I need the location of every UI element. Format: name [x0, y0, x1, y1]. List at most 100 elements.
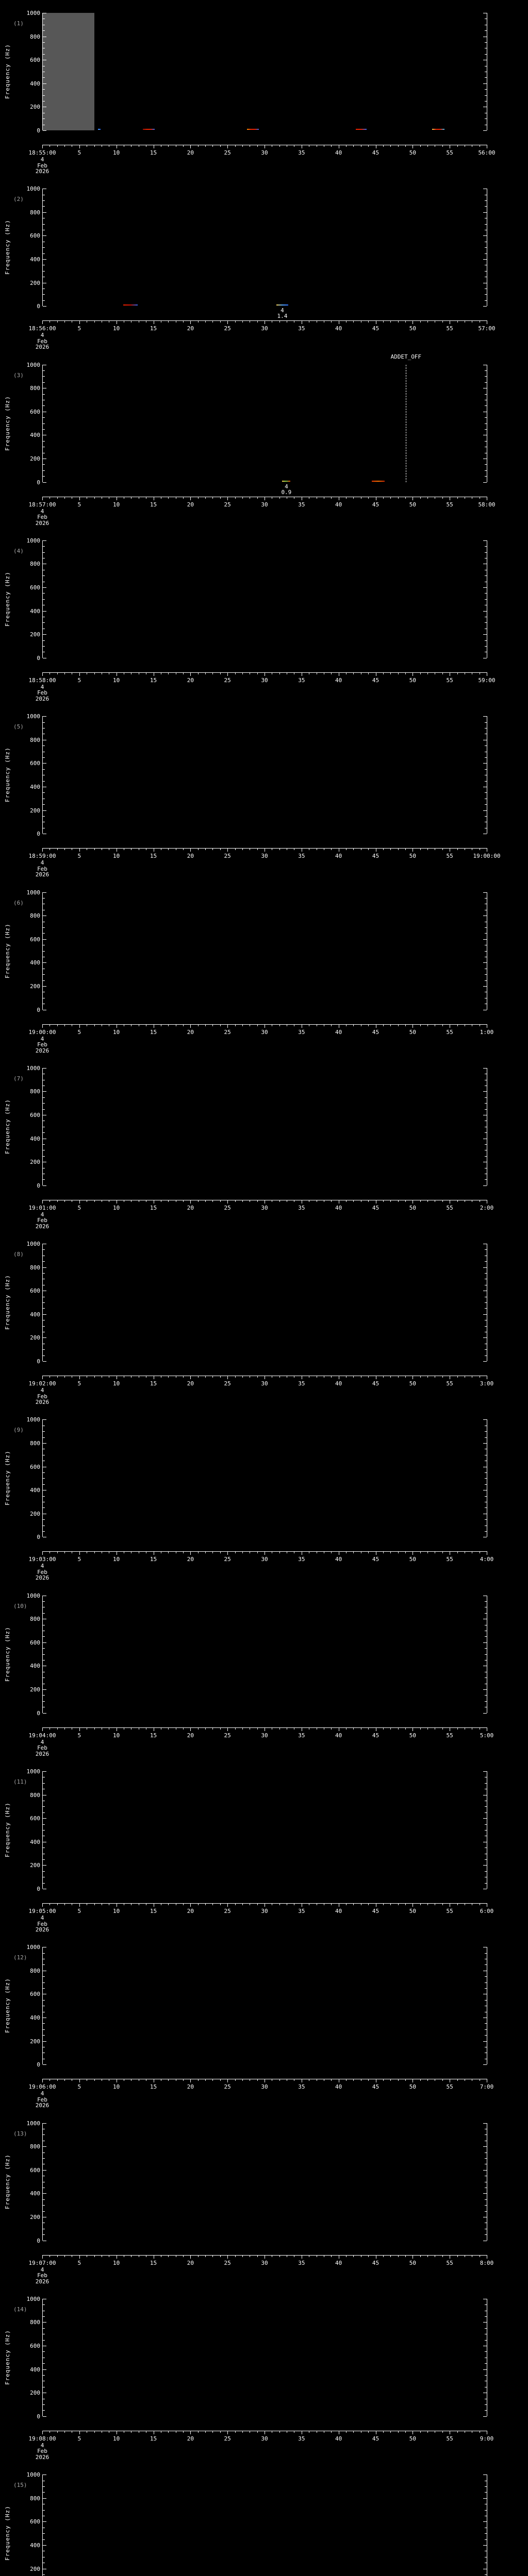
- start-time-label: 19:05:00: [28, 1908, 56, 1914]
- y-tick: [485, 745, 487, 747]
- detection-mark: [246, 129, 259, 130]
- y-tick-label: 0: [37, 1886, 40, 1892]
- y-tick: [485, 382, 487, 383]
- x-tick: [398, 1200, 399, 1202]
- y-tick: [43, 2486, 45, 2487]
- x-tick: [212, 849, 213, 851]
- x-tick-label: 20: [187, 149, 194, 156]
- end-time-label: 5:00: [480, 1732, 494, 1739]
- y-axis-title: Frequency (Hz): [4, 1978, 11, 2033]
- x-tick: [64, 2431, 65, 2433]
- x-tick: [242, 497, 243, 499]
- x-tick: [420, 1024, 421, 1026]
- y-tick: [43, 2340, 45, 2341]
- date-label: 2026: [35, 2453, 50, 2461]
- date-label: Feb: [37, 1568, 47, 1575]
- y-tick-label: 800: [30, 33, 40, 40]
- panel-index-label: (4): [13, 547, 24, 554]
- x-tick: [405, 1376, 406, 1378]
- y-tick: [485, 1812, 487, 1813]
- y-tick-label: 1000: [26, 537, 41, 544]
- y-tick: [43, 1103, 45, 1104]
- y-tick-label: 200: [30, 807, 40, 814]
- x-tick: [94, 1024, 95, 1026]
- x-tick: [205, 145, 206, 147]
- y-tick: [485, 1695, 487, 1696]
- y-tick: [483, 2521, 487, 2522]
- y-tick: [43, 745, 45, 747]
- y-tick: [43, 1267, 46, 1268]
- x-tick: [427, 1376, 428, 1378]
- x-tick: [168, 1376, 169, 1378]
- x-tick: [383, 672, 384, 674]
- y-tick: [485, 2023, 487, 2024]
- spectrogram-panel-9: 0 200 400 600 800 1000 (9) Frequency (Hz) 5 10 15 2…: [0, 1406, 528, 1582]
- x-tick: [368, 145, 369, 147]
- y-tick: [43, 2035, 45, 2036]
- x-tick: [205, 497, 206, 499]
- date-label: 2026: [35, 519, 50, 527]
- y-tick: [485, 2035, 487, 2036]
- x-tick: [279, 1024, 280, 1026]
- y-tick: [43, 440, 45, 442]
- x-tick: [220, 2255, 221, 2257]
- x-tick-label: 50: [409, 1556, 416, 1563]
- y-tick: [483, 1419, 487, 1420]
- y-tick: [485, 552, 487, 553]
- x-tick-label: 55: [446, 325, 453, 332]
- x-tick: [64, 1727, 65, 1730]
- y-tick: [43, 552, 45, 553]
- y-tick: [43, 933, 45, 934]
- y-tick: [485, 247, 487, 248]
- time-axis-bar: [42, 320, 487, 321]
- y-tick: [43, 1642, 46, 1643]
- x-tick: [235, 1200, 236, 1202]
- y-tick: [43, 722, 45, 723]
- end-time-label: 19:00:00: [473, 853, 501, 860]
- x-tick: [220, 145, 221, 147]
- x-tick: [420, 1904, 421, 1905]
- y-tick: [485, 54, 487, 55]
- x-tick: [212, 2431, 213, 2433]
- panel-index-label: (13): [13, 2130, 27, 2137]
- y-tick-label: 400: [30, 607, 40, 615]
- y-tick-label: 600: [30, 936, 40, 943]
- x-tick: [79, 849, 80, 852]
- y-tick: [483, 1771, 487, 1772]
- x-tick: [57, 1727, 58, 1730]
- x-tick: [42, 849, 43, 852]
- y-tick: [43, 476, 45, 477]
- y-axis-title: Frequency (Hz): [4, 747, 11, 803]
- x-tick: [257, 321, 258, 323]
- x-tick-label: 55: [446, 676, 453, 684]
- x-tick: [79, 321, 80, 325]
- date-label: Feb: [37, 514, 47, 521]
- y-tick-label: 0: [37, 2237, 40, 2244]
- x-tick: [353, 321, 354, 323]
- y-tick: [43, 1859, 45, 1860]
- x-tick: [442, 672, 443, 674]
- x-tick: [57, 1552, 58, 1554]
- x-tick: [190, 2431, 191, 2434]
- y-tick-label: 0: [37, 831, 40, 838]
- y-tick: [43, 2510, 45, 2511]
- x-tick-label: 40: [335, 2259, 342, 2266]
- y-tick: [485, 792, 487, 793]
- y-tick: [43, 1976, 45, 1977]
- detection-mark: [276, 304, 288, 306]
- x-tick: [457, 1376, 458, 1378]
- x-tick: [257, 1552, 258, 1554]
- x-tick-label: 35: [298, 1732, 305, 1739]
- x-tick: [94, 1552, 95, 1554]
- x-tick-label: 40: [335, 676, 342, 684]
- y-tick-label: 400: [30, 1311, 40, 1318]
- y-tick: [485, 1144, 487, 1145]
- y-tick: [43, 1273, 45, 1274]
- x-tick: [353, 145, 354, 147]
- y-tick-label: 1000: [26, 10, 41, 16]
- y-tick: [485, 300, 487, 301]
- x-tick: [205, 1376, 206, 1378]
- y-tick: [483, 2170, 487, 2171]
- x-tick: [331, 321, 332, 323]
- x-tick-label: 55: [446, 2083, 453, 2091]
